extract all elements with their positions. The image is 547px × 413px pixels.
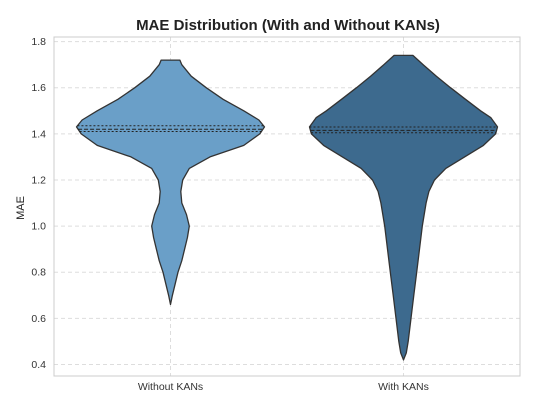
violin-layer	[75, 54, 499, 361]
violin-body	[75, 59, 266, 306]
x-tick-labels: Without KANs With KANs	[138, 381, 429, 393]
plot-frame	[53, 36, 521, 377]
x-tick-label: Without KANs	[138, 381, 203, 393]
y-tick-label: 0.6	[31, 313, 46, 325]
y-tick-label: 1.4	[31, 128, 46, 140]
y-tick-label: 0.4	[31, 359, 46, 371]
y-tick-label: 1.2	[31, 174, 46, 186]
y-tick-label: 1.8	[31, 36, 46, 48]
y-tick-label: 1.0	[31, 221, 46, 233]
y-tick-label: 0.8	[31, 267, 46, 279]
x-tick-label: With KANs	[378, 381, 429, 393]
violin-body	[308, 54, 499, 361]
y-tick-labels: 0.4 0.6 0.8 1.0 1.2 1.4 1.6 1.8	[31, 36, 46, 371]
y-axis-label: MAE	[15, 196, 27, 220]
y-tick-label: 1.6	[31, 82, 46, 94]
chart-title: MAE Distribution (With and Without KANs)	[136, 17, 440, 34]
